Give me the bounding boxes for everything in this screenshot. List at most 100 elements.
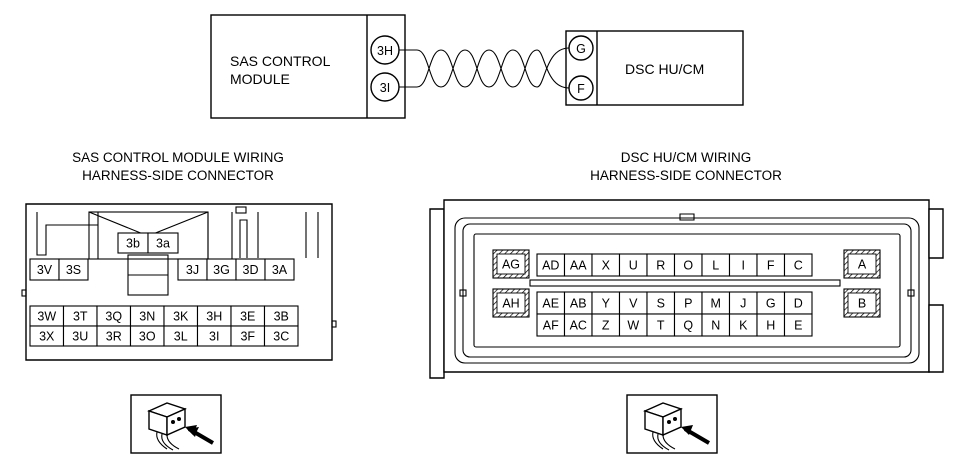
dsc-pin-label: N xyxy=(711,319,720,333)
dsc-pin-label: Q xyxy=(683,319,693,333)
dsc-pin-label: AF xyxy=(543,319,559,333)
dsc-pin: W xyxy=(618,313,648,337)
dsc-pin: Y xyxy=(591,291,621,315)
dsc-pin: D xyxy=(783,291,813,315)
sas-pin-label: 3G xyxy=(213,263,230,277)
twisted-pair-wire xyxy=(399,47,570,89)
dsc-pin: G xyxy=(756,291,786,315)
dsc-pin: L xyxy=(701,253,731,277)
dsc-pin: I xyxy=(728,253,758,277)
dsc-pin: AB xyxy=(563,291,593,315)
dsc-pin-label: J xyxy=(740,297,746,311)
sas-pin: 3H xyxy=(196,305,232,327)
sas-pin: 3S xyxy=(58,258,89,281)
dsc-pin-label: P xyxy=(684,297,692,311)
sas-pin-label: 3T xyxy=(73,310,88,324)
dsc-pin-label: E xyxy=(794,319,802,333)
sas-pin: 3N xyxy=(129,305,165,327)
sas-pin-label: 3I xyxy=(209,330,219,344)
dsc-pin: N xyxy=(701,313,731,337)
dsc-pin-label: X xyxy=(602,259,611,273)
dsc-pin-hatched: A xyxy=(843,249,881,279)
dsc-pin: AA xyxy=(563,253,593,277)
dsc-pin-label: T xyxy=(657,319,665,333)
sas-pin-label: 3B xyxy=(274,310,289,324)
dsc-pin-label: I xyxy=(742,259,745,273)
dsc-pin: F xyxy=(756,253,786,277)
sas-pin: 3T xyxy=(62,305,98,327)
sas-top-pin: 3b xyxy=(117,232,149,254)
harness-connector-view-icon xyxy=(130,394,222,454)
sas-pin: 3G xyxy=(206,258,237,281)
dsc-pin: AC xyxy=(563,313,593,337)
dsc-pin: O xyxy=(673,253,703,277)
sas-harness-connector: 3b 3a 3V 3S 3J 3G 3D 3A 3W 3T 3Q 3N 3K 3H 3E 3B 3X 3U 3R 3O… xyxy=(21,203,337,361)
dsc-pin-label: K xyxy=(739,319,748,333)
sas-pin: 3J xyxy=(177,258,208,281)
dsc-pin-hatched: B xyxy=(843,288,881,318)
sas-pin: 3X xyxy=(29,325,65,347)
sas-pin-label: 3O xyxy=(139,330,156,344)
dsc-pin: J xyxy=(728,291,758,315)
sas-pin: 3R xyxy=(96,325,132,347)
sas-pin-3i: 3I xyxy=(380,81,390,95)
dsc-pin-label: S xyxy=(657,297,665,311)
sas-connector-title-line2: HARNESS-SIDE CONNECTOR xyxy=(82,168,274,183)
dsc-pin-label: Y xyxy=(602,297,611,311)
sas-pin-label: 3A xyxy=(272,263,288,277)
dsc-pin: S xyxy=(646,291,676,315)
dsc-pin: K xyxy=(728,313,758,337)
sas-pin-label: 3S xyxy=(66,263,81,277)
sas-connector-title-line1: SAS CONTROL MODULE WIRING xyxy=(72,150,284,165)
dsc-pin: M xyxy=(701,291,731,315)
sas-pin-label: 3X xyxy=(39,330,55,344)
dsc-pin-label: AC xyxy=(570,319,587,333)
sas-pin: 3K xyxy=(163,305,199,327)
dsc-pin-label: U xyxy=(629,259,638,273)
dsc-pin-label: Z xyxy=(602,319,610,333)
dsc-pin-label: C xyxy=(794,259,803,273)
sas-pin: 3A xyxy=(264,258,295,281)
sas-pin: 3U xyxy=(62,325,98,347)
sas-pin: 3Q xyxy=(96,305,132,327)
sas-pin: 3D xyxy=(235,258,266,281)
sas-pin-label: 3K xyxy=(173,310,189,324)
dsc-pin-g: G xyxy=(576,42,586,56)
dsc-pin-label: AB xyxy=(570,297,587,311)
dsc-harness-connector: AG AD AA X U R O L I F C A AH AE AB Y V S P M J G D B AF AC Z W T Q N K… xyxy=(429,199,944,379)
sas-pin: 3V xyxy=(29,258,60,281)
sas-pin-label: 3J xyxy=(186,263,199,277)
sas-control-module-block: SAS CONTROL MODULE 3H 3I xyxy=(210,14,406,119)
sas-pin: 3W xyxy=(29,305,65,327)
dsc-pin-label: AA xyxy=(570,259,587,273)
sas-pin-label: 3D xyxy=(243,263,259,277)
sas-pin-label: 3L xyxy=(174,330,188,344)
dsc-pin-label: R xyxy=(656,259,665,273)
dsc-pin-f: F xyxy=(577,82,585,96)
sas-pin-label: 3N xyxy=(139,310,155,324)
dsc-pin-hatched-label: AG xyxy=(502,258,520,272)
dsc-hu-cm-block: DSC HU/CM G F xyxy=(565,30,744,106)
sas-pin-3h: 3H xyxy=(377,44,393,58)
dsc-pin: X xyxy=(591,253,621,277)
sas-pin: 3O xyxy=(129,325,165,347)
dsc-pin-hatched: AG xyxy=(492,249,530,279)
sas-pin: 3L xyxy=(163,325,199,347)
dsc-pin: Q xyxy=(673,313,703,337)
dsc-pin: AF xyxy=(536,313,566,337)
sas-top-pin: 3a xyxy=(147,232,179,254)
dsc-pin: C xyxy=(783,253,813,277)
dsc-pin-label: D xyxy=(794,297,803,311)
sas-pin: 3B xyxy=(263,305,299,327)
dsc-pin-label: H xyxy=(766,319,775,333)
sas-pin: 3E xyxy=(230,305,266,327)
sas-pin-label: 3V xyxy=(37,263,53,277)
dsc-module-label: DSC HU/CM xyxy=(625,61,704,77)
dsc-pin-hatched-label: B xyxy=(858,297,866,311)
dsc-pin: AD xyxy=(536,253,566,277)
sas-pin-label: 3C xyxy=(273,330,289,344)
sas-pin-label: 3W xyxy=(37,310,56,324)
dsc-pin-label: AD xyxy=(542,259,559,273)
dsc-pin: P xyxy=(673,291,703,315)
